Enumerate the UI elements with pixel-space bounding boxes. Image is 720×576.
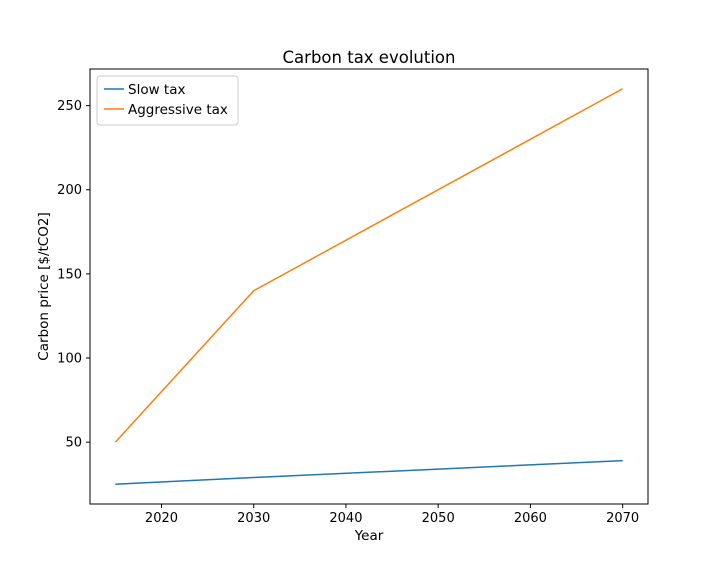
y-tick-label: 200 bbox=[57, 183, 82, 198]
y-tick-label: 150 bbox=[57, 267, 82, 282]
series-line-aggressive-tax bbox=[114, 88, 624, 443]
x-tick-label: 2020 bbox=[145, 511, 178, 526]
x-axis-ticks: 2020 2030 2040 2050 2060 2070 bbox=[145, 504, 639, 526]
x-tick-label: 2070 bbox=[606, 511, 639, 526]
legend-box bbox=[96, 75, 239, 126]
series-line-slow-tax bbox=[115, 459, 623, 485]
chart-title: Carbon tax evolution bbox=[283, 48, 456, 67]
legend: Slow tax Aggressive tax bbox=[96, 75, 239, 126]
y-tick-label: 50 bbox=[65, 436, 82, 451]
x-tick-label: 2060 bbox=[514, 511, 547, 526]
legend-label: Slow tax bbox=[128, 82, 185, 98]
x-tick-label: 2050 bbox=[422, 511, 455, 526]
y-axis-label: Carbon price [$/tCO2] bbox=[36, 212, 52, 360]
y-tick-label: 250 bbox=[57, 99, 82, 114]
x-tick-label: 2040 bbox=[329, 511, 362, 526]
x-tick-label: 2030 bbox=[237, 511, 270, 526]
series-layer bbox=[114, 88, 624, 485]
plot-frame bbox=[89, 68, 649, 505]
y-axis-ticks: 50 100 150 200 250 bbox=[57, 99, 90, 451]
x-axis-label: Year bbox=[354, 528, 384, 544]
y-tick-label: 100 bbox=[57, 352, 82, 367]
legend-label: Aggressive tax bbox=[128, 102, 228, 118]
